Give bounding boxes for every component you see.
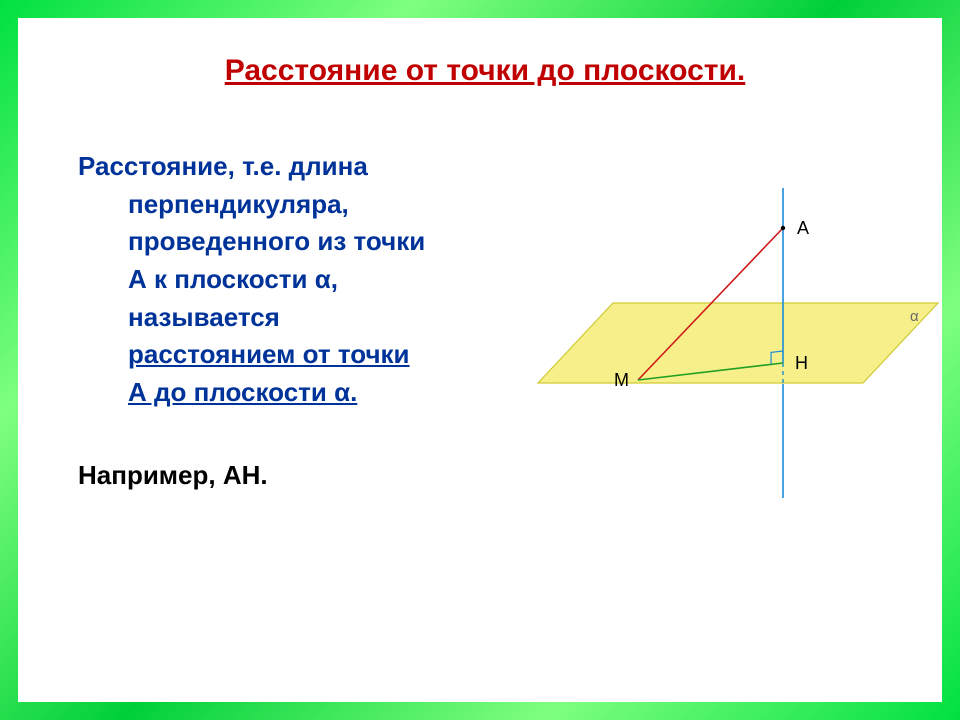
example-text: Например, АН.	[78, 460, 508, 491]
svg-text:H: H	[795, 353, 808, 373]
slide-title: Расстояние от точки до плоскости.	[78, 54, 892, 88]
svg-text:A: A	[797, 218, 809, 238]
content-row: Расстояние, т.е. длина перпендикуляра, п…	[78, 148, 892, 528]
slide-inner: Расстояние от точки до плоскости. Рассто…	[18, 18, 942, 702]
geometry-diagram: A H Mα	[518, 158, 948, 518]
def-line-3: А к плоскости α,	[78, 261, 508, 299]
def-underline-1: расстоянием от точки	[78, 336, 508, 374]
definition-text: Расстояние, т.е. длина перпендикуляра, п…	[78, 148, 508, 412]
def-line-4: называется	[78, 299, 508, 337]
svg-text:α: α	[910, 308, 919, 325]
def-line-1: перпендикуляра,	[78, 186, 508, 224]
text-column: Расстояние, т.е. длина перпендикуляра, п…	[78, 148, 508, 491]
def-line-2: проведенного из точки	[78, 223, 508, 261]
svg-text:M: M	[614, 370, 629, 390]
def-underline-2: А до плоскости α.	[78, 374, 508, 412]
def-lead: Расстояние, т.е. длина	[78, 151, 368, 181]
diagram-column: AHMα	[528, 148, 892, 528]
